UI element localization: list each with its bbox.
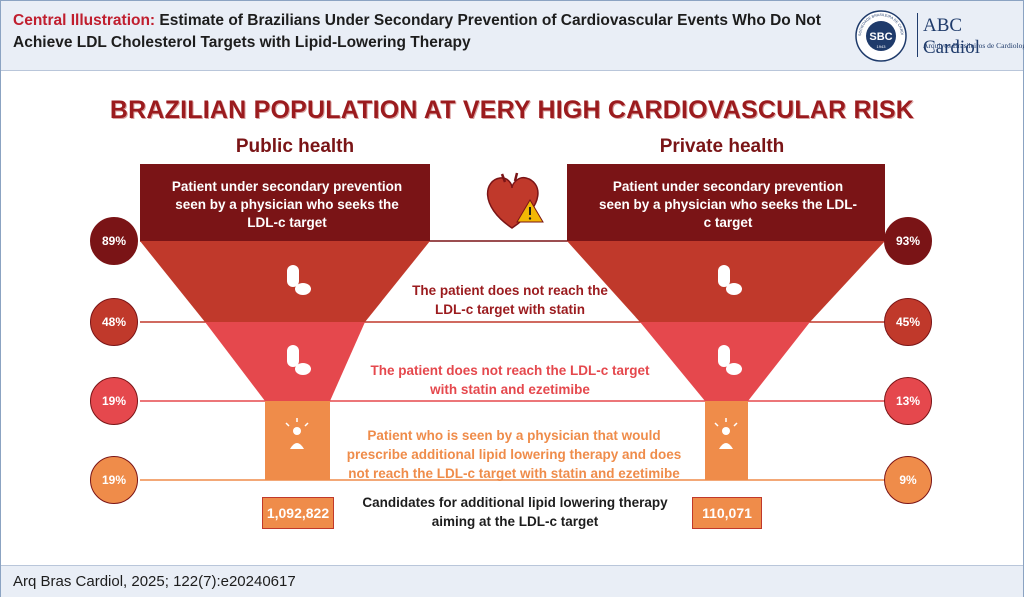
private-top-text: Patient under secondary prevention seen … — [598, 179, 858, 230]
public-pct-level1: 89% — [90, 217, 138, 265]
sbc-year-text: 1943 — [877, 44, 887, 49]
step-statin-text: The patient does not reach the LDL-c tar… — [412, 283, 608, 317]
header-bar: Central Illustration: Estimate of Brazil… — [1, 1, 1024, 71]
sbc-badge-text: SBC — [869, 31, 892, 43]
private-pct-level1: 93% — [884, 217, 932, 265]
heart-warning-icon — [486, 172, 544, 229]
main-title: BRAZILIAN POPULATION AT VERY HIGH CARDIO… — [109, 96, 915, 124]
public-funnel — [140, 164, 430, 480]
public-health-title: Public health — [235, 136, 355, 157]
public-count-box: 1,092,822 — [262, 497, 334, 529]
sbc-seal-icon: SBC 1943 SOCIEDADE BRASILEIRA DE CARDIOL… — [852, 6, 907, 62]
pill-icon — [287, 265, 311, 295]
journal-logo: SBC 1943 SOCIEDADE BRASILEIRA DE CARDIOL… — [852, 6, 1024, 63]
candidates-text: Candidates for additional lipid lowering… — [362, 495, 668, 529]
private-pct-level2: 45% — [884, 298, 932, 346]
public-funnel-top — [140, 164, 430, 241]
header-lead: Central Illustration: — [13, 12, 156, 29]
public-funnel-level2 — [140, 241, 430, 322]
public-pct-level2: 48% — [90, 298, 138, 346]
public-top-text: Patient under secondary prevention seen … — [171, 179, 403, 230]
journal-name: ABC Cardiol — [923, 15, 980, 58]
private-pct-level3: 13% — [884, 377, 932, 425]
header-title: Central Illustration: Estimate of Brazil… — [13, 10, 833, 54]
pill-icon — [287, 345, 311, 375]
public-pct-level4: 19% — [90, 456, 138, 504]
private-funnel-top — [567, 164, 885, 241]
private-funnel-stem — [705, 401, 748, 480]
public-pct-level3: 19% — [90, 377, 138, 425]
public-funnel-stem — [265, 401, 330, 480]
private-health-title: Private health — [659, 136, 785, 157]
step-additional-text: Patient who is seen by a physician that … — [346, 428, 682, 481]
physician-idea-icon — [285, 418, 309, 449]
footer-bar: Arq Bras Cardiol, 2025; 122(7):e20240617 — [1, 565, 1023, 597]
journal-subtitle: Arquivos Brasileiros de Cardiologia — [923, 41, 1024, 50]
private-pct-level4: 9% — [884, 456, 932, 504]
pill-icon — [718, 345, 742, 375]
logo-divider — [917, 13, 918, 57]
citation-text: Arq Bras Cardiol, 2025; 122(7):e20240617 — [13, 573, 296, 590]
public-funnel-level3 — [205, 322, 365, 401]
step-statin-ezetimibe-text: The patient does not reach the LDL-c tar… — [370, 363, 650, 397]
physician-idea-icon — [714, 418, 738, 449]
private-count-box: 110,071 — [692, 497, 762, 529]
header-title-text: Estimate of Brazilians Under Secondary P… — [13, 12, 821, 51]
pill-icon — [718, 265, 742, 295]
